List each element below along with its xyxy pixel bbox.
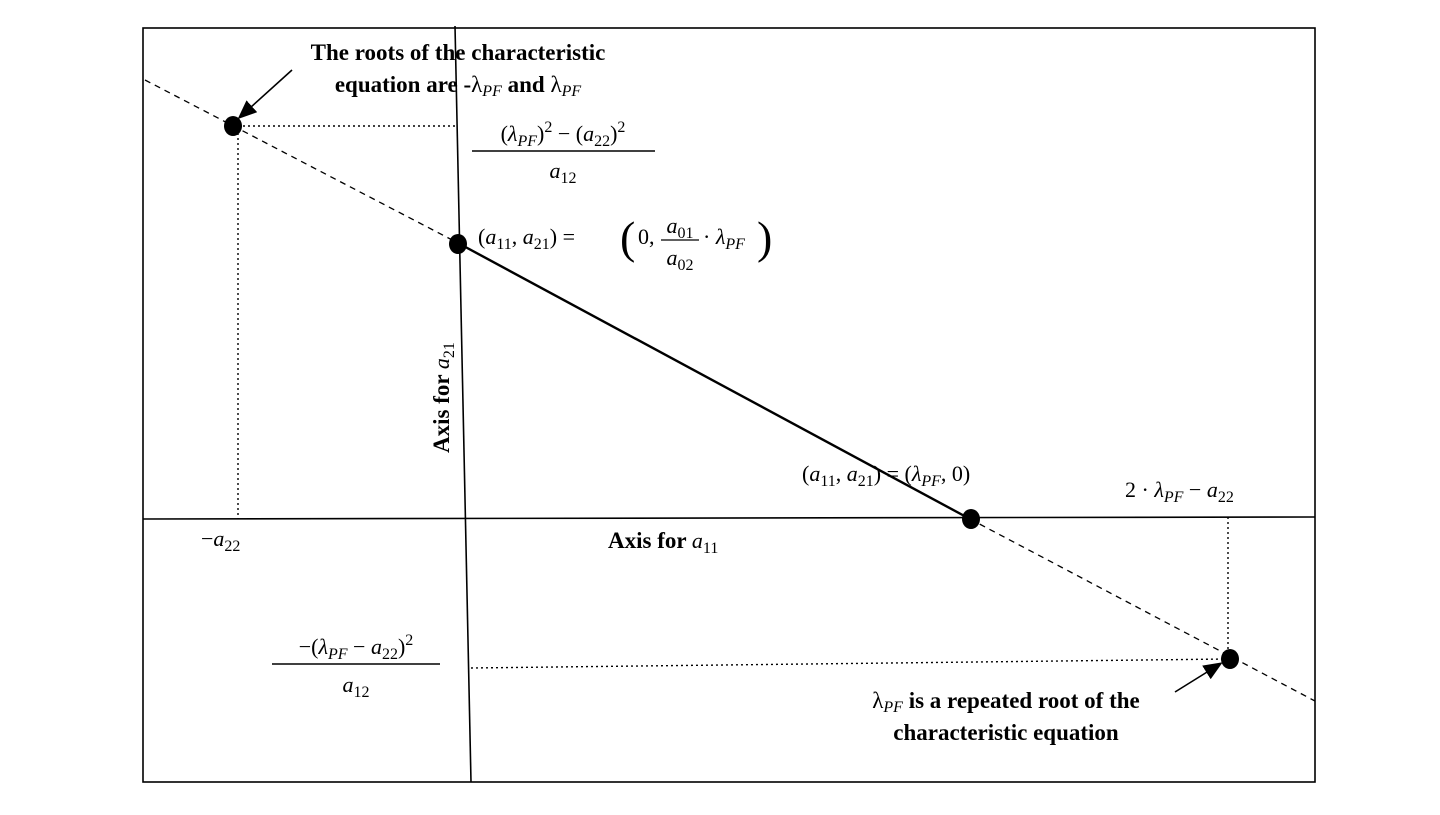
point-pf-root	[962, 509, 980, 529]
solid-segment	[457, 241, 971, 521]
svg-text:a01: a01	[667, 213, 694, 242]
point-left-root	[224, 116, 242, 136]
svg-text:): )	[757, 212, 772, 263]
dotted-guide-bottom-horizontal	[470, 658, 1229, 669]
vertical-axis-label: Axis for a21	[429, 342, 458, 453]
svg-text:(a11, a21) =: (a11, a21) =	[478, 224, 575, 253]
repeated-root-annotation-line1: λPF is a repeated root of the	[872, 688, 1139, 716]
arrow-to-left-root	[237, 69, 293, 120]
svg-text:a12: a12	[343, 672, 370, 701]
tick-label-neg-a22: −a22	[201, 526, 240, 555]
svg-text:a12: a12	[550, 158, 577, 187]
roots-annotation-line1: The roots of the characteristic	[311, 40, 606, 65]
arrow-to-repeated-root	[1174, 662, 1223, 693]
horizontal-axis-label: Axis for a11	[608, 528, 718, 557]
tick-label-2lambda-minus-a22: 2 · λPF − a22	[1125, 477, 1234, 506]
dashed-line-lower	[969, 518, 1316, 702]
svg-text:· λPF: · λPF	[703, 224, 745, 253]
dashed-line-upper	[144, 79, 459, 244]
label-pf-root-point: (a11, a21) = (λPF, 0)	[802, 461, 970, 490]
fraction-top-value: (λPF)2 − (a22)2 a12	[472, 119, 655, 187]
fraction-bottom-value: −(λPF − a22)2 a12	[272, 632, 440, 701]
label-intercept-point: (a11, a21) = ( 0, a01 a02 · λPF )	[478, 212, 772, 274]
point-intercept	[449, 234, 467, 254]
svg-text:(: (	[620, 212, 635, 263]
horizontal-axis	[142, 516, 1316, 520]
repeated-root-annotation-line2: characteristic equation	[893, 720, 1119, 745]
svg-text:a02: a02	[667, 245, 694, 274]
svg-text:0,: 0,	[638, 224, 655, 249]
roots-annotation-line2: equation are -λPF and λPF	[335, 72, 582, 100]
point-repeated-root	[1221, 649, 1239, 669]
svg-text:−(λPF − a22)2: −(λPF − a22)2	[299, 632, 414, 663]
frame	[142, 27, 1316, 783]
svg-text:(a11, a21) = (λPF, 0): (a11, a21) = (λPF, 0)	[802, 461, 970, 490]
vertical-axis	[454, 25, 472, 783]
svg-text:(λPF)2 − (a22)2: (λPF)2 − (a22)2	[501, 119, 626, 150]
